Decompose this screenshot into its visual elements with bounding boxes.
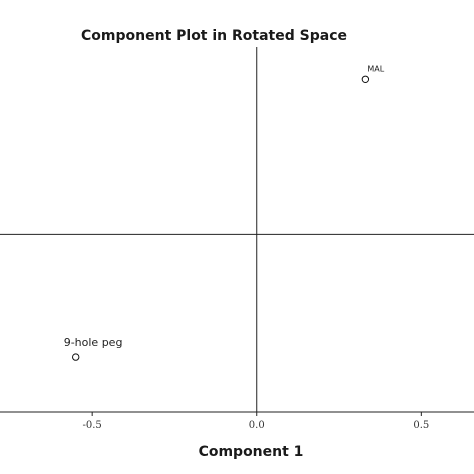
- x-tick-labels: -0.5 0.0 0.5: [83, 412, 429, 431]
- x-tick-label: -0.5: [83, 420, 102, 431]
- data-points: MALA9-hole peg: [64, 64, 385, 361]
- chart-title: Component Plot in Rotated Space: [81, 28, 347, 44]
- x-tick-label: 0.5: [413, 420, 429, 431]
- point-label: 9-hole peg: [64, 336, 123, 349]
- point-label: MAL: [367, 64, 384, 73]
- x-tick-label: 0.0: [249, 420, 265, 431]
- x-axis-label: Component 1: [199, 444, 304, 460]
- axes-group: [0, 47, 474, 413]
- data-point: [361, 75, 370, 84]
- data-point: [72, 353, 80, 361]
